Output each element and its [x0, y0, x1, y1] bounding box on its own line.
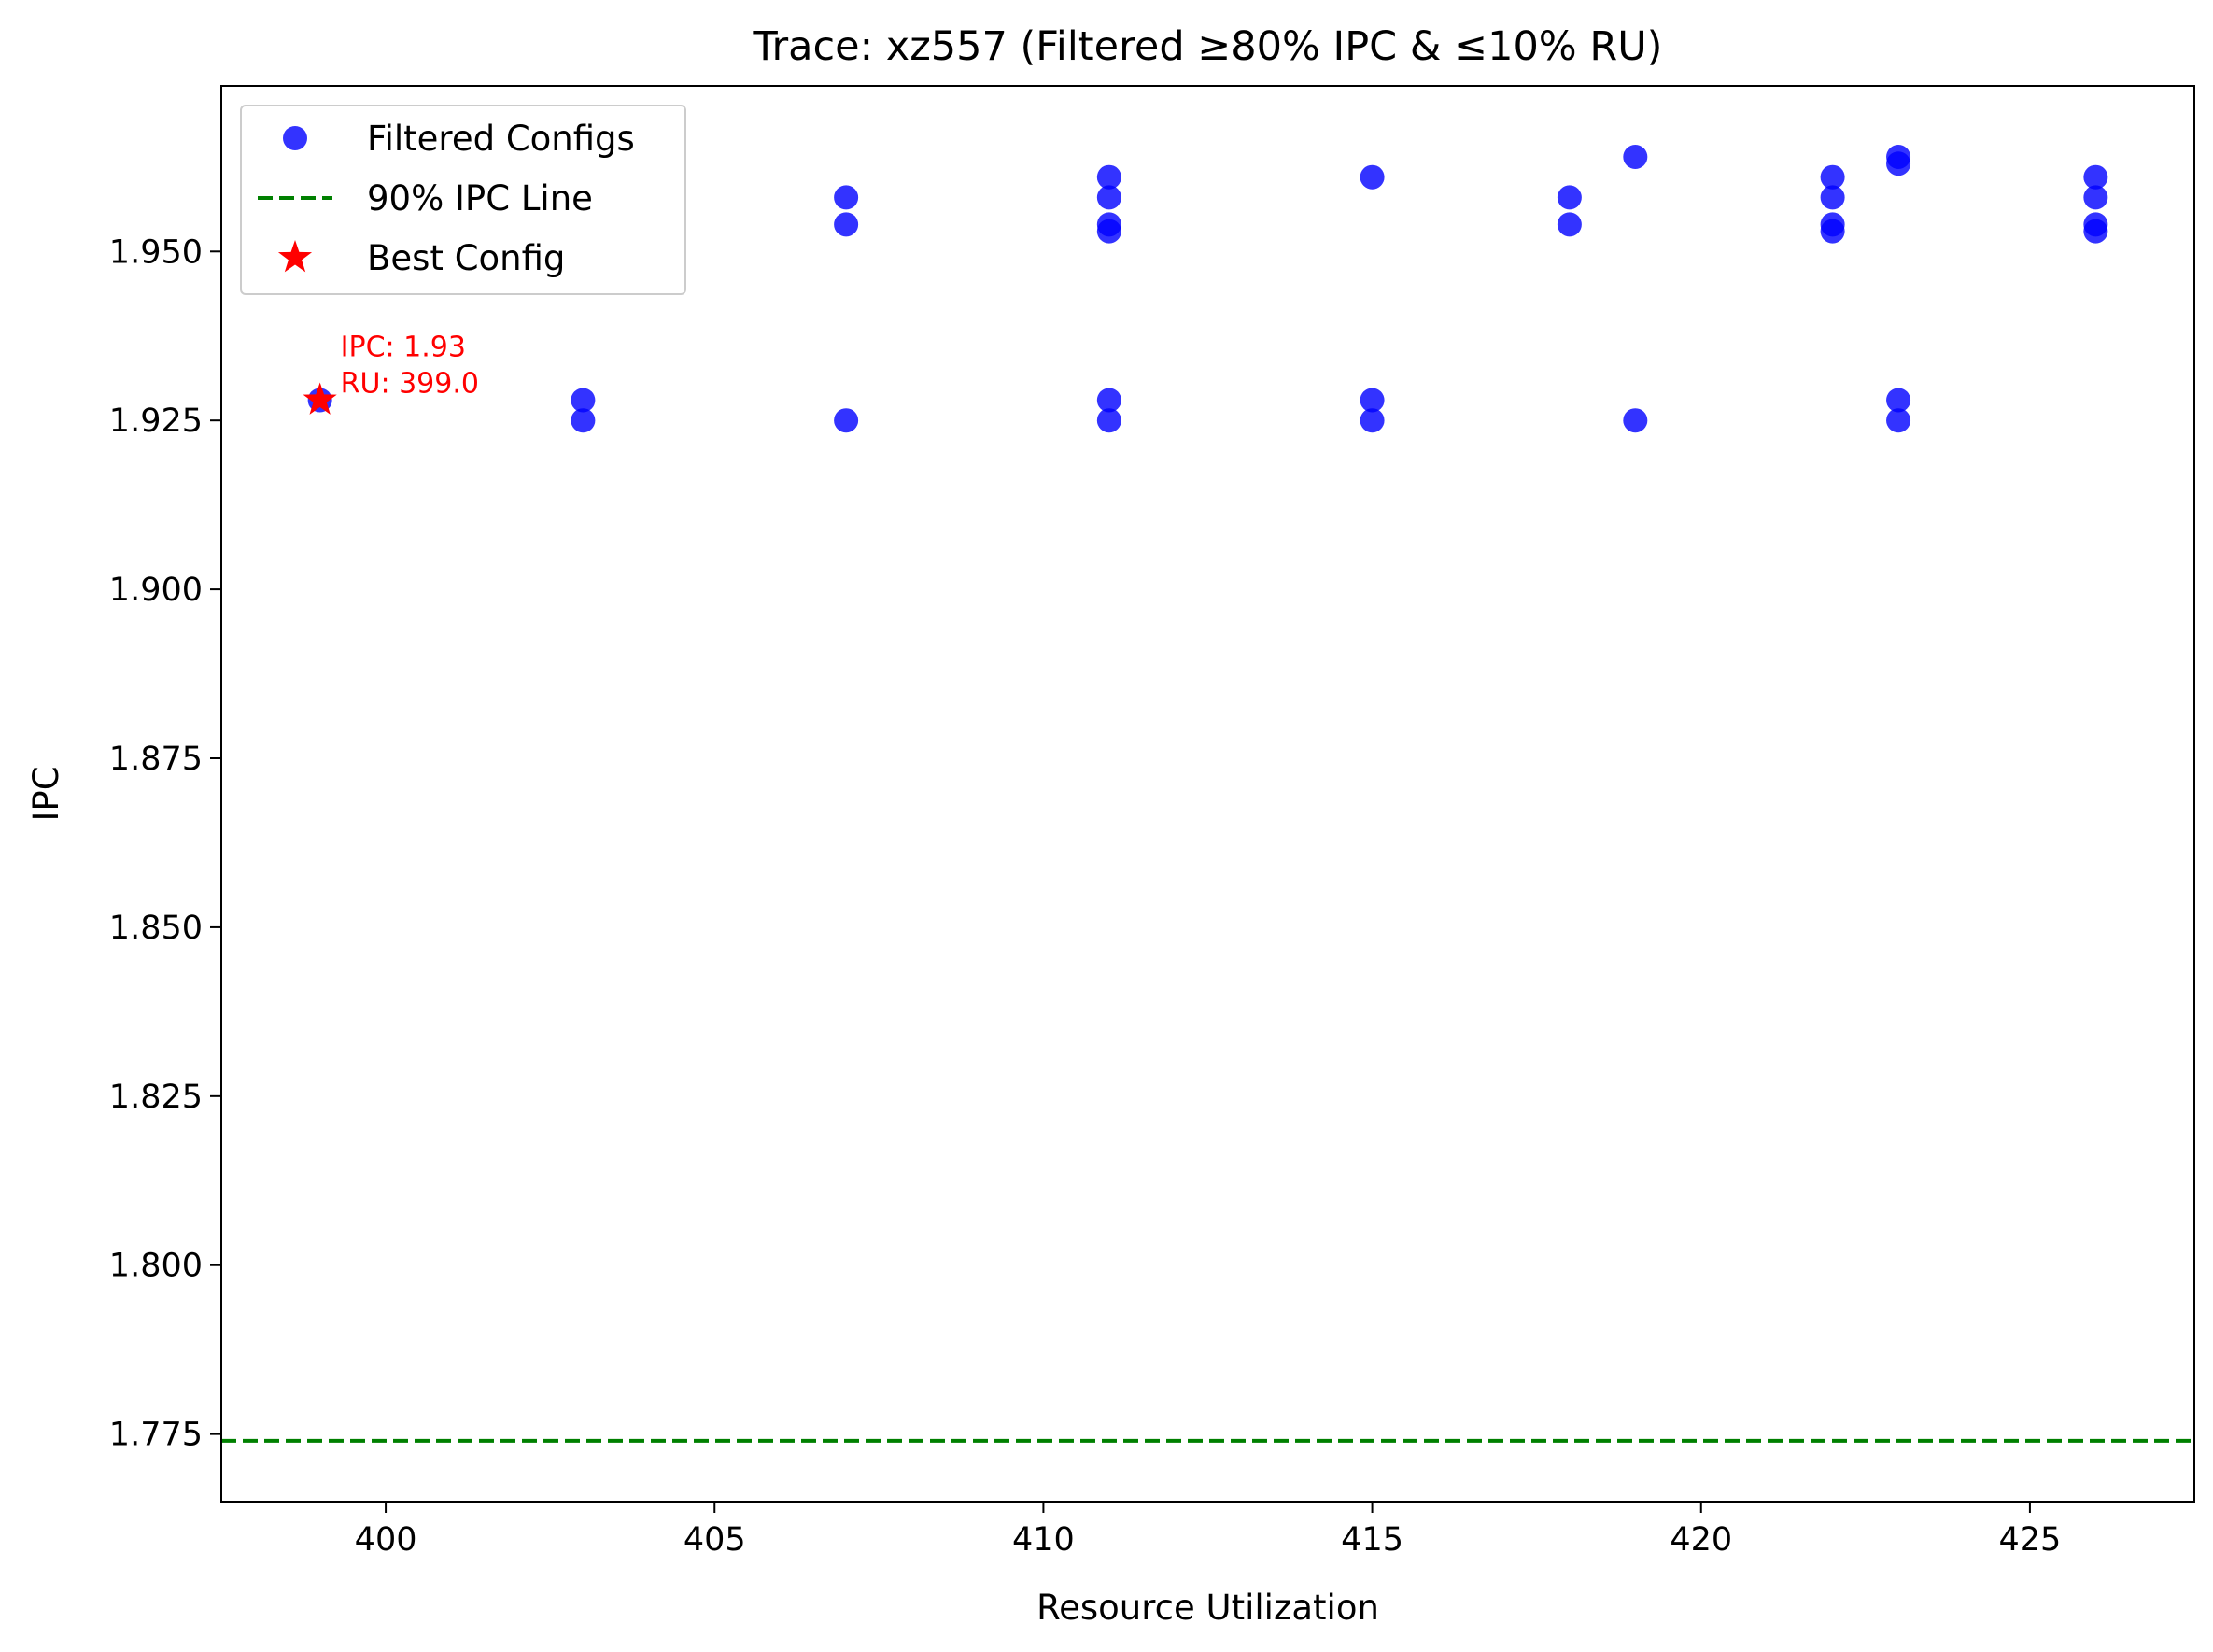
- y-tick-label: 1.900: [109, 572, 203, 609]
- filtered-config-point: [1820, 164, 1845, 190]
- y-tick-label: 1.800: [109, 1248, 203, 1285]
- filtered-config-point: [2083, 164, 2108, 190]
- filtered-config-point: [1096, 388, 1121, 413]
- filtered-config-point: [1886, 151, 1911, 176]
- filtered-config-point: [1557, 212, 1582, 237]
- x-axis: 400 405 410 415 420 425: [355, 1502, 2062, 1559]
- legend-label: Filtered Configs: [367, 119, 635, 159]
- filtered-config-point: [1096, 219, 1121, 244]
- filtered-config-point: [834, 185, 859, 210]
- y-tick-label: 1.950: [109, 233, 203, 271]
- x-tick-label: 420: [1670, 1521, 1732, 1559]
- y-tick-label: 1.850: [109, 910, 203, 947]
- filtered-config-point: [1096, 408, 1121, 433]
- x-tick-label: 425: [1999, 1521, 2062, 1559]
- plot-area: [221, 144, 2194, 1443]
- axes-frame: [220, 85, 2195, 1503]
- filtered-config-point: [1886, 388, 1911, 413]
- legend: Filtered Configs 90% IPC Line Best Config: [240, 105, 686, 295]
- filtered-config-point: [1623, 144, 1648, 169]
- filtered-config-point: [571, 388, 596, 413]
- annotation-line: RU: 399.0: [341, 367, 479, 400]
- filtered-config-point: [1096, 164, 1121, 190]
- y-tick-label: 1.775: [109, 1417, 203, 1454]
- filtered-config-point: [2083, 219, 2108, 244]
- filtered-config-point: [1820, 185, 1845, 210]
- legend-star-swatch: [277, 240, 313, 273]
- filtered-config-point: [2083, 185, 2108, 210]
- filtered-config-point: [1557, 185, 1582, 210]
- legend-label: 90% IPC Line: [367, 178, 593, 219]
- y-tick-label: 1.875: [109, 741, 203, 778]
- y-tick-label: 1.925: [109, 402, 203, 440]
- annotation-line: IPC: 1.93: [341, 331, 466, 363]
- x-axis-label: Resource Utilization: [1036, 1588, 1379, 1628]
- filtered-config-point: [1820, 219, 1845, 244]
- legend-circle-swatch: [283, 126, 307, 150]
- y-axis-label: IPC: [26, 766, 66, 821]
- y-tick-label: 1.825: [109, 1079, 203, 1116]
- filtered-config-point: [1096, 185, 1121, 210]
- x-tick-label: 405: [684, 1521, 746, 1559]
- filtered-config-point: [1360, 388, 1385, 413]
- filtered-config-point: [571, 408, 596, 433]
- best-config-annotation: IPC: 1.93 RU: 399.0: [341, 331, 479, 400]
- best-config-star: [303, 382, 337, 415]
- filtered-config-point: [1360, 408, 1385, 433]
- y-axis: 1.775 1.800 1.825 1.850 1.875 1.900 1.925 1.950: [109, 233, 221, 1454]
- filtered-config-point: [1623, 408, 1648, 433]
- filtered-config-point: [1360, 164, 1385, 190]
- x-tick-label: 410: [1012, 1521, 1075, 1559]
- filtered-config-point: [1886, 408, 1911, 433]
- legend-label: Best Config: [367, 238, 565, 278]
- filtered-config-point: [834, 212, 859, 237]
- legend-box: [240, 105, 686, 295]
- filtered-config-point: [834, 408, 859, 433]
- x-tick-label: 400: [355, 1521, 417, 1559]
- x-tick-label: 415: [1341, 1521, 1403, 1559]
- chart-title: Trace: xz557 (Filtered ≥80% IPC & ≤10% R…: [753, 23, 1663, 70]
